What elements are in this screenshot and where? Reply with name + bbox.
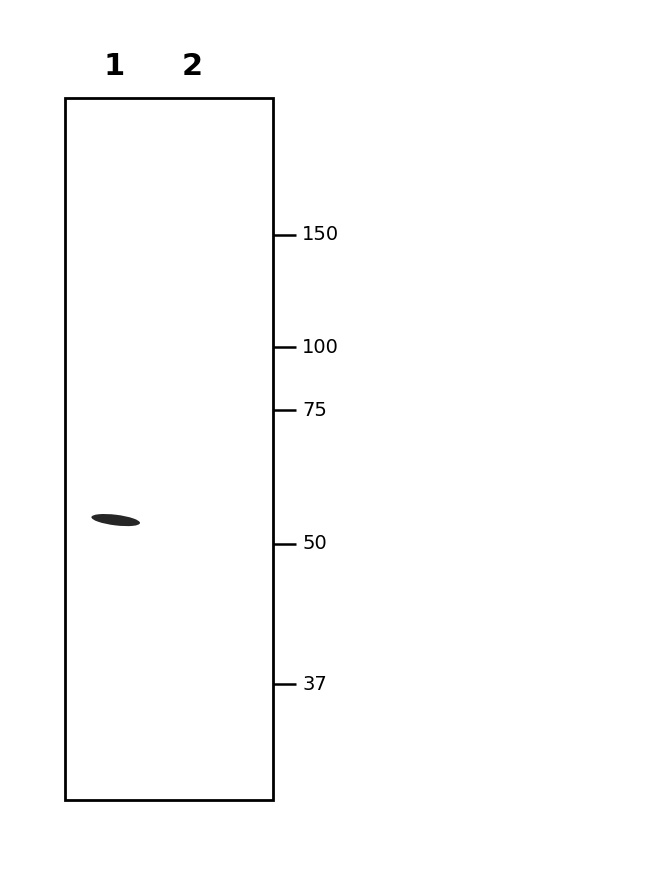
Text: 75: 75 xyxy=(302,401,327,420)
Text: 2: 2 xyxy=(181,52,202,81)
Ellipse shape xyxy=(92,514,140,526)
Text: 37: 37 xyxy=(302,675,327,693)
Bar xyxy=(65,98,273,800)
Text: 100: 100 xyxy=(302,338,339,356)
Text: 150: 150 xyxy=(302,225,339,244)
Text: 50: 50 xyxy=(302,534,327,553)
Text: 1: 1 xyxy=(103,52,124,81)
